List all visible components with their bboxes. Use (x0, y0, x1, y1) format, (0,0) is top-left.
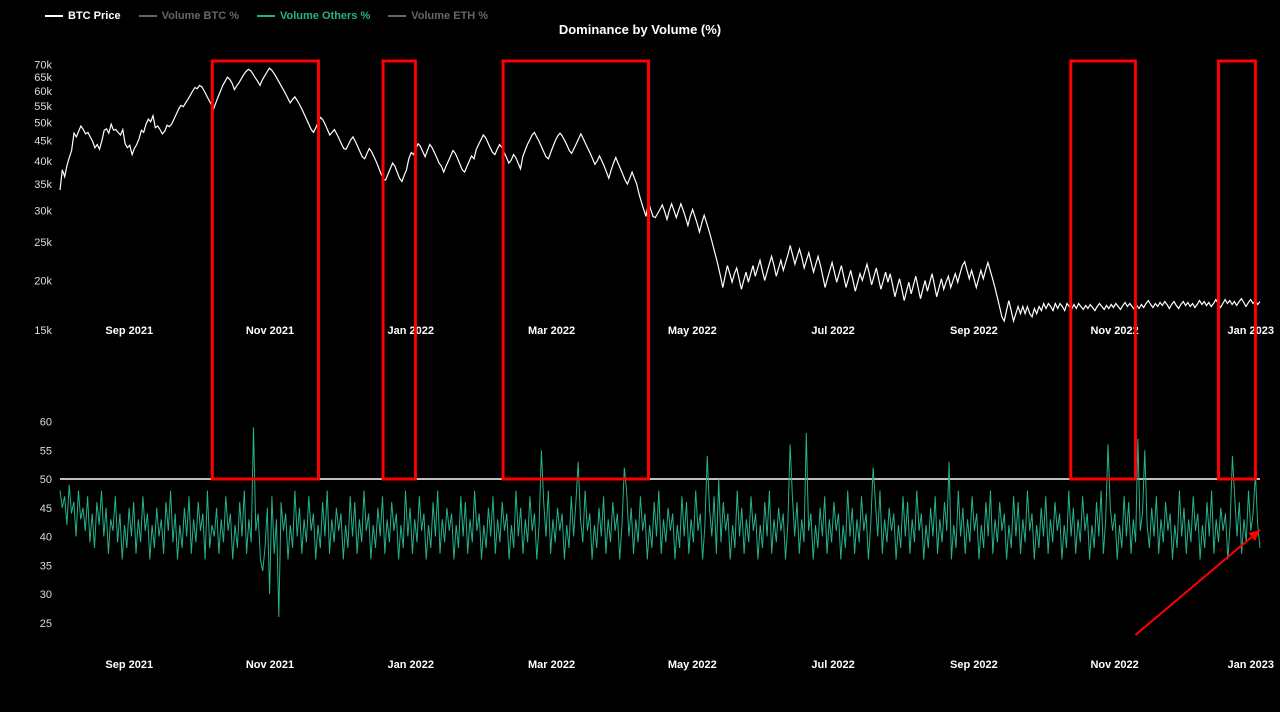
svg-text:45: 45 (40, 503, 52, 515)
svg-text:35k: 35k (34, 179, 52, 191)
svg-text:50k: 50k (34, 117, 52, 129)
svg-text:40: 40 (40, 532, 52, 544)
svg-text:60k: 60k (34, 86, 52, 98)
btc-price-line (60, 68, 1260, 321)
svg-text:15k: 15k (34, 325, 52, 337)
svg-text:70k: 70k (34, 59, 52, 71)
svg-text:May 2022: May 2022 (668, 325, 717, 337)
volume-others-line (60, 427, 1260, 617)
svg-text:Nov 2021: Nov 2021 (246, 659, 294, 671)
svg-text:Jan 2022: Jan 2022 (388, 325, 434, 337)
chart-canvas: 15k 20k 25k 30k 35k 40k 45k 50k 55k 60k 65k70k Sep … (0, 0, 1280, 712)
svg-text:65k: 65k (34, 72, 52, 84)
highlight-box (383, 61, 415, 479)
svg-text:55: 55 (40, 445, 52, 457)
svg-text:Mar 2022: Mar 2022 (528, 659, 575, 671)
svg-text:35: 35 (40, 560, 52, 572)
svg-text:Jul 2022: Jul 2022 (811, 659, 854, 671)
svg-text:Sep 2022: Sep 2022 (950, 659, 998, 671)
svg-text:Jan 2023: Jan 2023 (1228, 325, 1274, 337)
svg-text:Jan 2023: Jan 2023 (1228, 659, 1274, 671)
svg-text:20k: 20k (34, 275, 52, 287)
trend-arrow (1135, 530, 1260, 635)
svg-text:Nov 2022: Nov 2022 (1090, 659, 1138, 671)
svg-text:Sep 2021: Sep 2021 (105, 659, 153, 671)
svg-text:Nov 2021: Nov 2021 (246, 325, 294, 337)
highlight-box (212, 61, 318, 479)
svg-text:25: 25 (40, 618, 52, 630)
highlight-box (1071, 61, 1136, 479)
svg-text:55k: 55k (34, 101, 52, 113)
svg-text:Nov 2022: Nov 2022 (1090, 325, 1138, 337)
svg-text:40k: 40k (34, 156, 52, 168)
svg-text:Sep 2021: Sep 2021 (105, 325, 153, 337)
svg-text:30k: 30k (34, 206, 52, 218)
svg-text:Sep 2022: Sep 2022 (950, 325, 998, 337)
highlight-box (503, 61, 648, 479)
svg-text:25k: 25k (34, 237, 52, 249)
svg-text:60: 60 (40, 417, 52, 429)
svg-text:Mar 2022: Mar 2022 (528, 325, 575, 337)
svg-text:May 2022: May 2022 (668, 659, 717, 671)
svg-text:Jul 2022: Jul 2022 (811, 325, 854, 337)
svg-text:30: 30 (40, 589, 52, 601)
highlight-box (1218, 61, 1255, 479)
svg-text:50: 50 (40, 474, 52, 486)
svg-text:45k: 45k (34, 136, 52, 148)
svg-text:Jan 2022: Jan 2022 (388, 659, 434, 671)
